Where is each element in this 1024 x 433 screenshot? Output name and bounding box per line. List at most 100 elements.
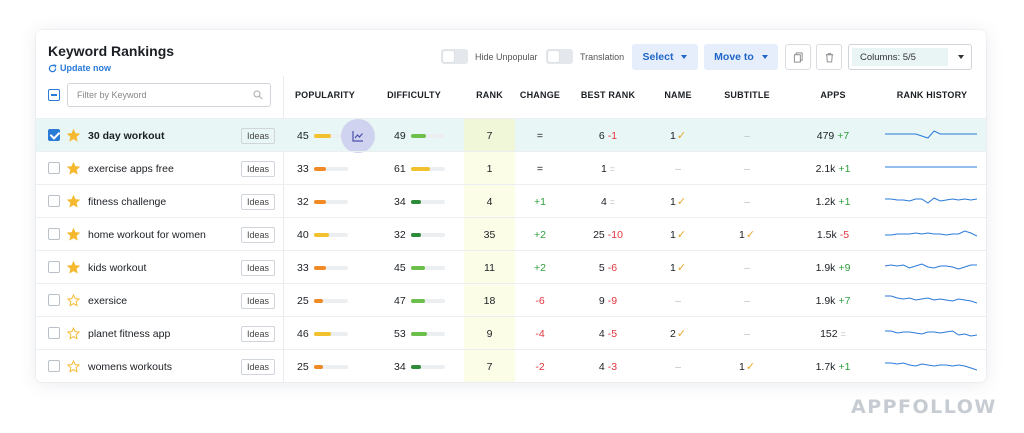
hide-unpopular-toggle[interactable]: Hide Unpopular [441,49,538,64]
popularity-cell: 25 [297,284,348,317]
table-row[interactable]: planet fitness app Ideas 46 53 9 -4 4 -5 2 ✓ –152 = [36,316,986,349]
best-rank-cell: 4 -5 [573,317,643,350]
popularity-bar [313,298,348,303]
col-difficulty[interactable]: DIFFICULTY [387,90,441,100]
ideas-button[interactable]: Ideas [241,194,276,210]
subtitle-rank: 1 [738,228,745,241]
col-change[interactable]: CHANGE [519,90,561,100]
row-checkbox[interactable] [48,162,60,174]
best-rank-delta: -6 [607,261,618,274]
translation-toggle[interactable]: Translation [546,49,624,64]
table-row[interactable]: exersice Ideas 25 47 18 -6 9 -9 – – 1.9k +7 [36,283,986,316]
table-row[interactable]: home workout for women Ideas 40 32 35 +2 25 -10… [36,217,986,250]
best-rank-value: 9 [598,294,605,307]
rank-history-sparkline[interactable] [885,324,977,342]
check-icon: ✓ [676,130,687,142]
ideas-button[interactable]: Ideas [241,260,276,276]
delete-button[interactable] [816,44,842,70]
star-icon[interactable] [67,317,81,350]
rank-history-sparkline[interactable] [885,291,977,309]
chevron-down-icon [761,55,768,59]
rank-history-sparkline[interactable] [885,159,977,177]
table-row[interactable]: womens workouts Ideas 25 34 7 -2 4 -3 – 1 ✓ 1.7k +1 [36,349,986,382]
row-checkbox[interactable] [48,327,60,339]
popularity-value: 33 [297,162,309,175]
apps-delta: +1 [838,195,851,208]
col-name[interactable]: NAME [664,90,692,100]
row-checkbox[interactable] [48,294,60,306]
rank-history-sparkline[interactable] [885,126,977,144]
rank-history-sparkline[interactable] [885,192,977,210]
popularity-cell: 25 [297,350,348,383]
copy-icon [793,51,803,63]
chart-button[interactable] [341,119,375,153]
subtitle-cell: – [716,251,778,284]
ideas-button[interactable]: Ideas [241,293,276,309]
best-rank-value: 1 [600,162,607,175]
update-now-link[interactable]: Update now [48,63,111,73]
rank-history-sparkline[interactable] [885,258,977,276]
select-all-checkbox[interactable] [48,89,60,101]
star-icon[interactable] [67,185,81,218]
columns-select[interactable]: Columns: 5/5 [848,44,972,70]
row-checkbox[interactable] [48,228,60,240]
ideas-button[interactable]: Ideas [241,359,276,375]
best-rank-delta: = [609,163,616,174]
col-popularity[interactable]: POPULARITY [294,90,355,100]
row-checkbox[interactable] [48,129,60,141]
keyword-filter-input[interactable]: Filter by Keyword [67,83,271,107]
popularity-cell: 32 [297,185,348,218]
star-icon[interactable] [67,350,81,383]
ideas-button[interactable]: Ideas [241,326,276,342]
col-subtitle[interactable]: SUBTITLE [724,90,770,100]
difficulty-bar-fill [410,331,427,336]
row-checkbox[interactable] [48,360,60,372]
select-button[interactable]: Select [632,44,698,70]
ideas-button[interactable]: Ideas [241,227,276,243]
col-apps[interactable]: APPS [820,90,846,100]
sparkline-path [885,330,977,337]
select-label: Select [642,51,674,63]
rank-history-sparkline[interactable] [885,357,977,375]
star-icon[interactable] [67,119,81,152]
popularity-bar-fill [313,133,331,138]
move-to-button[interactable]: Move to [704,44,778,70]
star-icon[interactable] [67,284,81,317]
move-to-label: Move to [714,51,754,63]
table-row[interactable]: exercise apps free Ideas 33 61 1 = 1 = – –2.1k +1 [36,151,986,184]
subtitle-cell: 1 ✓ [716,218,778,251]
sparkline-path [885,230,977,237]
change-value: = [536,129,544,142]
ideas-button[interactable]: Ideas [241,161,276,177]
col-rank-history[interactable]: RANK HISTORY [896,90,968,100]
difficulty-value: 47 [394,294,406,307]
apps-cell: 479 +7 [807,119,859,152]
best-rank-cell: 6 -1 [573,119,643,152]
star-icon[interactable] [67,251,81,284]
keyword-label: kids workout [88,261,147,274]
apps-cell: 1.2k +1 [807,185,859,218]
subtitle-cell: – [716,152,778,185]
star-icon[interactable] [67,218,81,251]
ideas-button[interactable]: Ideas [241,128,276,144]
chart-icon [352,131,363,142]
check-icon: ✓ [676,262,687,274]
subtitle-cell: 1 ✓ [716,350,778,383]
row-checkbox[interactable] [48,261,60,273]
best-rank-delta: -5 [607,327,618,340]
subtitle-cell: – [716,317,778,350]
toggle-switch[interactable] [441,49,468,64]
row-checkbox[interactable] [48,195,60,207]
col-best-rank[interactable]: BEST RANK [580,90,636,100]
difficulty-bar-fill [410,265,425,270]
table-row[interactable]: kids workout Ideas 33 45 11 +2 5 -6 1 ✓ –1.9k +9 [36,250,986,283]
table-row[interactable]: fitness challenge Ideas 32 34 4 +1 4 = 1 ✓ –1.2k +1 [36,184,986,217]
rank-history-sparkline[interactable] [885,225,977,243]
star-icon[interactable] [67,152,81,185]
col-rank[interactable]: RANK [476,90,503,100]
popularity-value: 45 [297,129,309,142]
table-row[interactable]: 30 day workout Ideas 45 49 7 = 6 -1 1 ✓ –479 +7 [36,118,986,153]
toggle-switch[interactable] [546,49,573,64]
copy-button[interactable] [785,44,811,70]
difficulty-cell: 61 [394,152,445,185]
